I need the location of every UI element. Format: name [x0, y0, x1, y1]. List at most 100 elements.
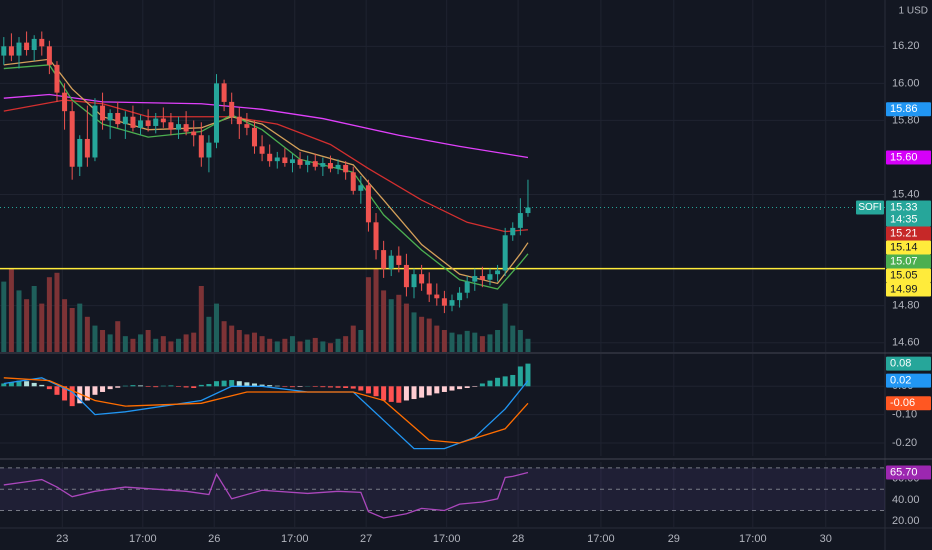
candle-body: [267, 153, 273, 162]
histogram-bar: [365, 386, 371, 394]
histogram-bar: [176, 386, 182, 387]
candle-body: [107, 113, 113, 121]
candle-body: [259, 146, 265, 154]
histogram-bar: [145, 386, 151, 387]
price-label-bg: [886, 254, 931, 269]
candle-body: [77, 138, 83, 167]
histogram-bar: [54, 386, 60, 395]
histogram-bar: [441, 386, 447, 392]
histogram-bar: [335, 386, 341, 388]
candle-body: [31, 38, 37, 51]
histogram-bar: [267, 385, 273, 387]
candle-body: [343, 164, 349, 173]
volume-bar: [16, 290, 22, 352]
histogram-bar: [358, 386, 364, 391]
candle-body: [153, 118, 159, 126]
volume-bar: [426, 318, 432, 352]
histogram-bar: [168, 385, 174, 387]
volume-bar: [92, 325, 98, 352]
price-label: 15.05: [890, 269, 918, 281]
x-tick-label: 17:00: [129, 533, 157, 545]
candle-body: [381, 250, 387, 269]
histogram-bar: [517, 366, 523, 387]
candle-body: [472, 276, 478, 282]
y-tick-label: 20.00: [892, 515, 920, 527]
volume-bar: [168, 341, 174, 352]
candle-body: [373, 222, 379, 251]
volume-bar: [176, 338, 182, 352]
candle-body: [464, 281, 470, 293]
volume-bar: [107, 334, 113, 352]
price-label-bg: [886, 150, 931, 165]
candle-body: [92, 105, 98, 158]
volume-bar: [373, 268, 379, 352]
candle-body: [138, 120, 144, 128]
volume-bar: [24, 299, 30, 352]
price-label-bg: [886, 240, 931, 255]
price-label: 15.14: [890, 241, 918, 253]
price-label: 15.33: [890, 201, 918, 213]
volume-bar: [62, 299, 68, 352]
x-tick-label: 28: [512, 533, 524, 545]
volume-bar: [206, 316, 212, 352]
histogram-bar: [206, 384, 212, 387]
price-label: 0.08: [890, 358, 911, 370]
candle-body: [388, 255, 394, 269]
histogram-bar: [434, 386, 440, 394]
histogram-bar: [525, 363, 531, 387]
candle-body: [84, 138, 90, 158]
volume-bar: [335, 338, 341, 352]
candle-body: [62, 92, 68, 112]
x-tick-label: 17:00: [281, 533, 309, 545]
histogram-bar: [16, 380, 22, 387]
symbol-label: SOFI: [858, 202, 881, 213]
indicator-line: [3, 93, 529, 159]
candle-body: [282, 157, 288, 164]
candle-body: [365, 185, 371, 223]
price-label-bg: [886, 356, 931, 371]
volume-bar: [472, 332, 478, 352]
candle-body: [244, 124, 250, 128]
candle-body: [160, 118, 166, 123]
candle-body: [517, 213, 523, 228]
volume-bar: [441, 330, 447, 352]
volume-bar: [487, 334, 493, 352]
volume-bar: [191, 332, 197, 352]
indicator-line: [3, 471, 529, 519]
volume-bar: [381, 290, 387, 352]
histogram-bar: [327, 386, 333, 388]
candle-body: [335, 164, 341, 169]
indicator-line: [3, 377, 529, 444]
histogram-bar: [274, 385, 280, 387]
volume-bar: [289, 336, 295, 352]
histogram-bar: [373, 386, 379, 397]
x-tick-label: 23: [56, 533, 68, 545]
candle-body: [449, 300, 455, 306]
y-tick-label: 14.60: [892, 337, 920, 349]
volume-bar: [153, 338, 159, 352]
currency-label: 1 USD: [899, 6, 928, 17]
histogram-bar: [24, 381, 30, 387]
candle-body: [183, 124, 189, 132]
volume-bar: [449, 332, 455, 352]
volume-bar: [464, 330, 470, 352]
volume-bar: [259, 336, 265, 352]
histogram-bar: [472, 386, 478, 387]
price-label-bg: [886, 282, 931, 297]
histogram-bar: [464, 386, 470, 388]
volume-bar: [457, 334, 463, 352]
price-label-bg: [886, 200, 931, 227]
histogram-bar: [457, 386, 463, 390]
histogram-bar: [183, 386, 189, 388]
y-tick-label: -0.10: [892, 409, 917, 421]
histogram-bar: [122, 385, 128, 387]
volume-bar: [122, 336, 128, 352]
histogram-bar: [221, 380, 227, 387]
histogram-bar: [419, 386, 425, 398]
x-tick-label: 17:00: [587, 533, 615, 545]
volume-bar: [54, 272, 60, 352]
candle-body: [320, 163, 326, 167]
histogram-bar: [39, 384, 45, 387]
volume-bar: [130, 338, 136, 352]
